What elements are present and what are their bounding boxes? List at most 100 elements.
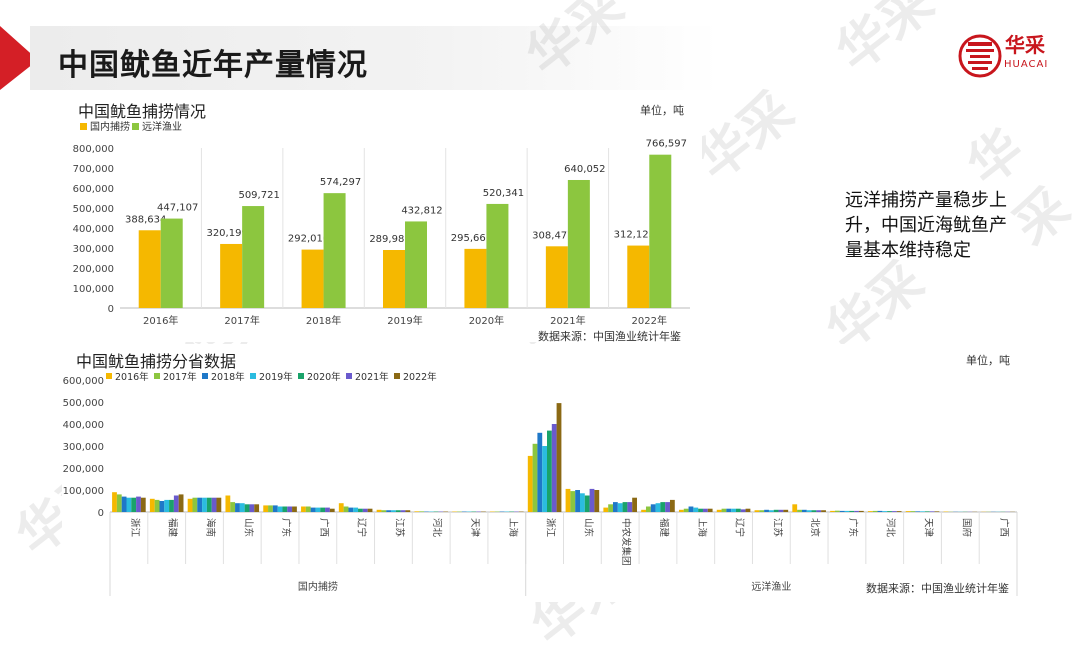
bar [164,500,169,512]
bar [925,511,930,512]
bar [126,498,131,512]
bar [835,511,840,512]
data-label: 574,297 [320,177,361,188]
legend-swatch [132,123,139,130]
bar [580,493,585,512]
bar [386,510,391,512]
legend-label: 2020年 [307,371,341,383]
y-tick-label: 300,000 [73,244,114,255]
bar [774,510,779,512]
bar [821,510,826,512]
bar [358,509,363,512]
bar [797,510,802,512]
y-tick-label: 700,000 [73,164,114,175]
bar [816,510,821,512]
bar [330,509,335,512]
bar [179,494,184,512]
legend-swatch [394,373,400,379]
legend-label: 2021年 [355,371,389,383]
x-tick-label: 上海 [696,518,708,538]
data-label: 432,812 [401,205,442,216]
bar [546,246,568,308]
x-tick-label: 2017年 [224,314,259,327]
bar [812,510,817,512]
bar [292,507,297,513]
bar [660,502,665,512]
legend-swatch [250,373,256,379]
y-tick-label: 600,000 [73,184,114,195]
x-tick-label: 国府 [960,518,972,538]
bar [377,510,382,512]
bar [207,498,212,512]
legend-swatch [346,373,352,379]
bar [278,507,283,513]
bar [235,503,240,512]
bar [722,509,727,512]
title-bar: 中国鱿鱼近年产量情况 [0,26,1080,90]
bar [528,456,533,512]
bar [679,510,684,512]
bar [216,498,221,512]
bar [161,219,183,308]
bar [759,510,764,512]
bar [651,504,656,512]
bar [368,509,373,512]
x-tick-label: 2020年 [469,314,504,327]
bar [783,510,788,512]
x-tick-label: 广东 [280,518,292,537]
bar [779,510,784,512]
bar [566,489,571,512]
x-tick-label: 河北 [431,518,443,538]
bar [240,503,245,512]
bar [325,508,330,512]
bar [623,502,628,512]
y-tick-label: 100,000 [63,486,104,497]
data-label: 295,666 [451,233,492,244]
bar [405,510,410,512]
source-label: 数据来源：中国渔业统计年鉴 [866,580,1009,596]
bar [830,511,835,512]
x-tick-label: 天津 [469,518,480,538]
legend-swatch [154,373,160,379]
bar [646,507,651,513]
bar [344,507,349,513]
bar [348,508,353,512]
bar [726,509,731,512]
bar [249,504,254,512]
bar [212,498,217,512]
x-tick-label: 山东 [242,518,254,537]
bar [618,503,623,512]
bar [363,509,368,512]
bar [117,494,122,512]
bar [608,504,613,512]
legend-label: 远洋渔业 [142,120,182,133]
bar [849,511,854,512]
bar [670,500,675,512]
bar [845,511,850,512]
x-tick-label: 辽宁 [734,518,746,537]
data-label: 292,016 [288,234,329,245]
bar [689,507,694,513]
x-tick-label: 山东 [582,518,594,537]
data-label: 766,597 [646,139,687,150]
x-tick-label: 广西 [998,518,1010,537]
group-label: 国内捕捞 [298,580,338,593]
bar [641,510,646,512]
bar [552,424,557,512]
data-label: 447,107 [157,203,198,214]
bar [174,496,179,513]
bar [311,508,316,512]
chart-catch-svg: 国内捕捞远洋渔业0100,000200,000300,000400,000500… [62,90,702,342]
bar [741,509,746,512]
legend-swatch [202,373,208,379]
bar [542,446,547,512]
bar [381,510,386,512]
bar [736,509,741,512]
x-tick-label: 广东 [847,518,859,537]
x-tick-label: 广西 [318,518,330,537]
bar [935,511,940,512]
x-tick-label: 天津 [923,518,934,538]
